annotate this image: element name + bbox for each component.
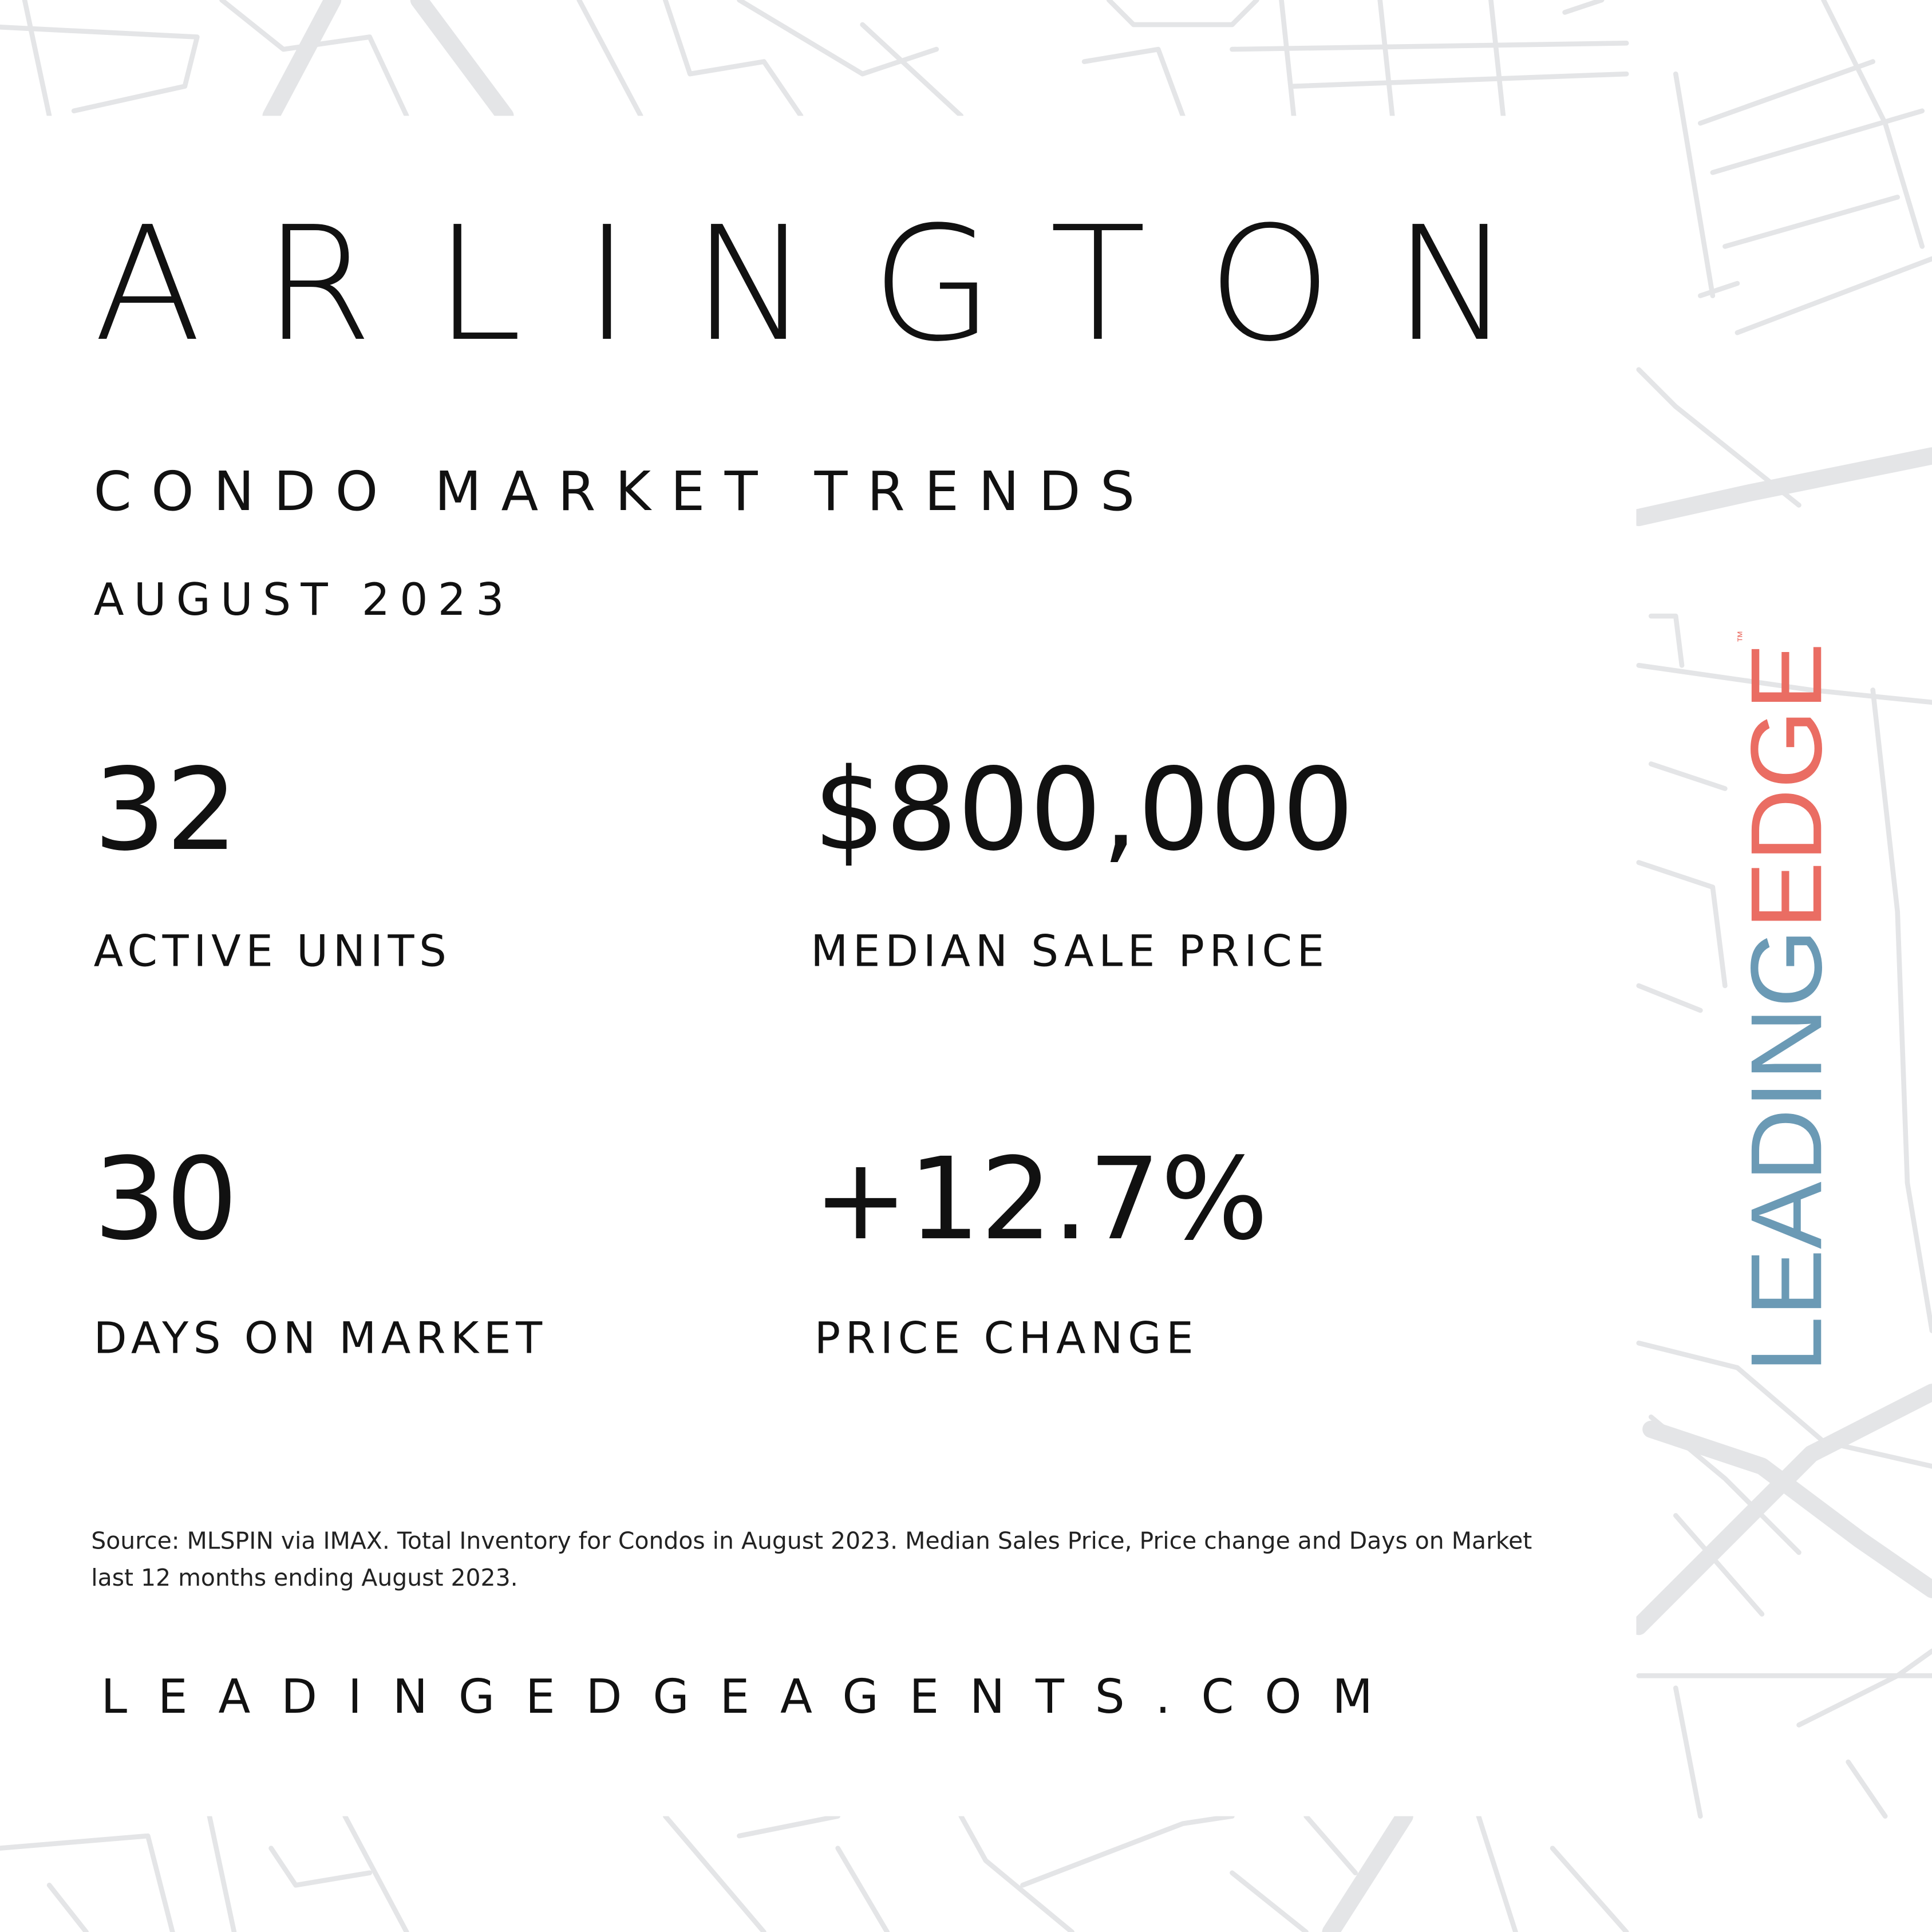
active-units-value: 32 (93, 744, 238, 876)
report-date: AUGUST 2023 (93, 575, 514, 626)
days-on-market-value: 30 (93, 1133, 238, 1266)
price-change-value: +12.7% (813, 1133, 1269, 1266)
days-on-market-label: DAYS ON MARKET (93, 1314, 547, 1364)
city-title: ARLINGTON (93, 193, 1573, 377)
median-price-label: MEDIAN SALE PRICE (811, 927, 1329, 977)
active-units-label: ACTIVE UNITS (93, 927, 452, 977)
leading-edge-logo: LEADINGEDGE™ (1731, 630, 1843, 1373)
website-link[interactable]: LEADINGEDGEAGENTS.COM (101, 1669, 1404, 1724)
source-note: Source: MLSPIN via IMAX. Total Inventory… (91, 1528, 1532, 1592)
median-price-value: $800,000 (813, 744, 1354, 876)
content-card (0, 116, 1637, 1816)
logo-edge-text: EDGE (1731, 642, 1844, 929)
trademark-mark: ™ (1736, 630, 1750, 643)
report-subtitle: CONDO MARKET TRENDS (93, 461, 1155, 524)
logo-leading-text: LEADING (1731, 929, 1844, 1373)
price-change-label: PRICE CHANGE (814, 1314, 1199, 1364)
